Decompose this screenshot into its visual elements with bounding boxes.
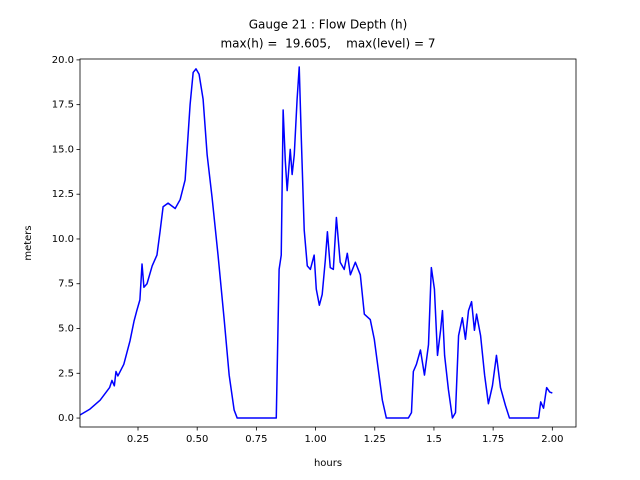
x-tick-label: 2.00 xyxy=(541,434,563,445)
y-tick-label: 0.0 xyxy=(58,413,74,424)
chart-title: Gauge 21 : Flow Depth (h) xyxy=(249,18,408,32)
y-tick-label: 10.0 xyxy=(52,234,74,245)
x-tick-label: 0.75 xyxy=(245,434,267,445)
y-tick-label: 5.0 xyxy=(58,324,74,335)
x-tick-label: 1.5 xyxy=(426,434,442,445)
y-axis-label: meters xyxy=(23,225,34,260)
y-tick-label: 20.0 xyxy=(52,55,74,66)
y-tick-label: 7.5 xyxy=(58,279,74,290)
chart-subtitle: max(h) = 19.605, max(level) = 7 xyxy=(220,37,435,51)
plot-frame xyxy=(79,58,577,428)
x-tick-label: 1.25 xyxy=(364,434,386,445)
y-tick-label: 15.0 xyxy=(52,144,74,155)
y-tick-label: 2.5 xyxy=(58,368,74,379)
y-tick-label: 12.5 xyxy=(52,189,74,200)
x-tick-label: 1.75 xyxy=(482,434,504,445)
data-line xyxy=(79,66,553,419)
x-tick-label: 1.00 xyxy=(304,434,326,445)
x-tick-label: 0.25 xyxy=(127,434,149,445)
x-tick-label: 0.50 xyxy=(186,434,208,445)
y-tick-label: 17.5 xyxy=(52,100,74,111)
x-axis-label: hours xyxy=(314,458,342,469)
